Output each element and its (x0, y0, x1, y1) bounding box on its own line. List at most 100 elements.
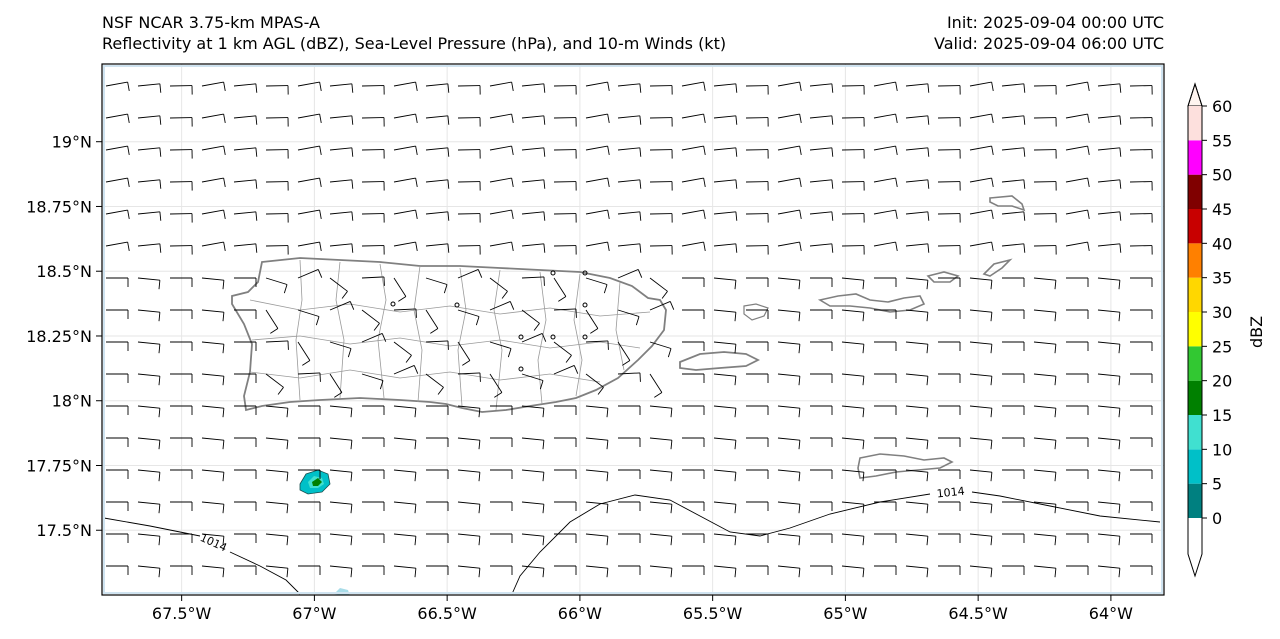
wind-barb (745, 181, 769, 191)
wind-barb (873, 177, 898, 187)
wind-barb (1033, 213, 1057, 223)
anegada-outline (989, 195, 1026, 212)
wind-barb (809, 211, 834, 221)
wind-barb (137, 373, 161, 386)
wind-barb (873, 81, 898, 91)
wind-barb (810, 405, 833, 415)
wind-barb (777, 373, 801, 386)
wind-barb (170, 373, 193, 383)
wind-barb (745, 213, 769, 223)
wind-barb (649, 341, 672, 358)
wind-barb (713, 243, 738, 253)
wind-barb (490, 598, 512, 607)
wind-barb (137, 501, 161, 514)
wind-barb (106, 437, 129, 447)
wind-barb (649, 501, 673, 514)
lon-tick-label: 67°W (292, 604, 336, 623)
colorbar-level-label: 45 (1212, 200, 1232, 219)
wind-barb (265, 181, 289, 191)
wind-barb (137, 341, 161, 354)
wind-barb (554, 437, 577, 447)
wind-barb (521, 405, 545, 418)
wind-barb (234, 437, 257, 447)
wind-barb (265, 245, 289, 255)
colorbar-level-label: 30 (1212, 303, 1232, 322)
wind-barb (521, 211, 546, 221)
wind-barb (553, 117, 577, 127)
wind-barb (713, 179, 738, 189)
wind-barb (361, 213, 385, 223)
wind-barb (777, 501, 801, 514)
wind-barb (713, 405, 737, 418)
wind-barb (457, 269, 483, 279)
wind-barb (457, 501, 481, 514)
wind-barb (1066, 501, 1089, 511)
colorbar-segment (1188, 380, 1202, 415)
wind-barb (393, 469, 417, 482)
wind-barb (649, 277, 668, 299)
wind-barb (137, 211, 162, 221)
wind-barb (969, 405, 993, 418)
wind-barb (1097, 405, 1121, 418)
wind-barb (681, 113, 706, 123)
wind-barb (393, 81, 418, 91)
map-frame (101, 63, 1165, 596)
isobar-1014-east (511, 491, 1161, 595)
wind-barb (682, 277, 705, 287)
wind-barb (266, 598, 288, 609)
wind-barb (617, 179, 642, 189)
wind-barb (841, 501, 865, 514)
wind-barb (1129, 85, 1153, 95)
wind-barb (265, 85, 289, 95)
wind-barb (201, 309, 225, 322)
map-background (102, 64, 1164, 595)
wind-barb (713, 373, 737, 386)
wind-barb (938, 277, 961, 287)
wind-barb (1001, 83, 1026, 93)
wind-barb (201, 177, 226, 187)
wind-barb (394, 598, 416, 609)
wind-barb (169, 181, 193, 191)
wind-barb (873, 241, 898, 251)
wind-barb (1129, 181, 1153, 191)
wind-barb (938, 533, 961, 543)
wind-barb (1001, 243, 1026, 253)
wind-barb (1002, 533, 1025, 543)
wind-barb (105, 145, 130, 155)
wind-barb (777, 241, 802, 251)
wind-barb (841, 277, 865, 290)
wind-barb (745, 245, 769, 255)
wind-barb (777, 533, 801, 546)
wind-barb (746, 501, 769, 511)
wind-barb (682, 373, 705, 383)
wind-barb (1033, 565, 1057, 578)
wind-barb (554, 405, 577, 415)
wind-barb (233, 147, 258, 157)
wind-barb (905, 341, 929, 354)
wind-barb (1001, 211, 1026, 221)
wind-barb (649, 373, 663, 398)
wind-barb (521, 469, 545, 482)
wind-barb (457, 405, 481, 418)
wind-barb (201, 81, 226, 91)
wind-barb (554, 469, 577, 479)
wind-barb (746, 341, 769, 351)
vieques-outline (679, 351, 761, 371)
wind-barb (841, 437, 865, 450)
wind-barb (393, 241, 418, 251)
wind-barb (585, 241, 610, 251)
wind-barb (649, 437, 673, 450)
wind-barb (521, 437, 545, 450)
wind-barb (713, 565, 737, 578)
wind-barb (521, 115, 546, 125)
wind-barb (393, 145, 418, 155)
wind-barb (329, 243, 354, 253)
wind-barb (713, 83, 738, 93)
wind-barb (682, 437, 705, 447)
wind-barb (106, 309, 129, 319)
wind-barb (361, 333, 387, 343)
wind-barb (585, 373, 604, 395)
wind-barb (649, 213, 673, 223)
wind-barb (905, 405, 929, 418)
